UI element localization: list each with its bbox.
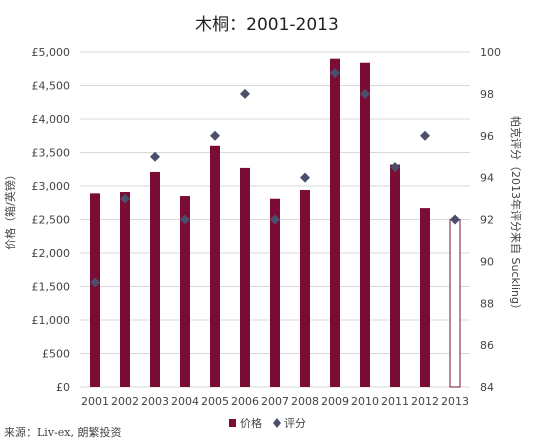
right-tick-label: 92 [480, 214, 494, 227]
x-tick-label: 2012 [411, 395, 439, 408]
x-tick-label: 2008 [291, 395, 319, 408]
x-tick-label: 2006 [231, 395, 259, 408]
score-marker-2011 [390, 162, 400, 173]
left-axis-label: 价格（箱/英镑） [3, 169, 17, 250]
left-axis-ticks: £0 £500 £1,000 £1,500 £2,000 £2,500 £3,000 £3,5… [32, 46, 71, 394]
price-bar-2008 [300, 190, 310, 387]
right-tick-label: 86 [480, 339, 494, 352]
right-axis-ticks: 84 86 88 90 92 94 96 98 100 [480, 46, 501, 394]
chart-title: 木桐：2001-2013 [195, 15, 339, 35]
left-tick-label: £1,000 [32, 314, 71, 327]
x-tick-label: 2009 [321, 395, 349, 408]
x-axis-ticks: 2001 2002 2003 2004 2005 2006 2007 2008 2009 2010… [81, 395, 469, 408]
price-bar-2012 [420, 208, 430, 387]
x-tick-label: 2004 [171, 395, 199, 408]
price-bar-2011 [390, 164, 400, 387]
x-tick-label: 2002 [111, 395, 139, 408]
source-note: 来源：Liv-ex, 朗繁投资 [4, 425, 121, 439]
score-marker-2009 [330, 67, 340, 78]
x-tick-label: 2003 [141, 395, 169, 408]
price-bar-2004 [180, 196, 190, 387]
left-tick-label: £1,500 [32, 281, 71, 294]
right-tick-label: 94 [480, 172, 494, 185]
left-tick-label: £2,500 [32, 214, 71, 227]
score-marker-2008 [300, 172, 310, 183]
legend-score-label: 评分 [284, 417, 306, 430]
score-marker-2005 [210, 130, 220, 141]
price-bar-2007 [270, 198, 280, 387]
right-axis-label: 帕克评分（2013年评分来自 Suckling） [509, 116, 523, 315]
right-tick-label: 84 [480, 381, 494, 394]
price-bar-2009 [330, 58, 340, 387]
right-tick-label: 100 [480, 46, 501, 59]
left-tick-label: £3,500 [32, 147, 71, 160]
right-tick-label: 88 [480, 297, 494, 310]
price-bar-2002 [120, 192, 130, 387]
x-tick-label: 2007 [261, 395, 289, 408]
left-tick-label: £4,500 [32, 80, 71, 93]
score-marker-2003 [150, 151, 160, 162]
score-markers [90, 67, 460, 288]
score-marker-2006 [240, 88, 250, 99]
score-marker-2010 [360, 88, 370, 99]
price-bar-2010 [360, 62, 370, 387]
legend-bar-swatch [229, 419, 236, 427]
score-marker-2002 [120, 193, 130, 204]
score-marker-2012 [420, 130, 430, 141]
left-tick-label: £0 [56, 381, 70, 394]
score-marker-2013 [450, 214, 460, 225]
score-marker-2001 [90, 277, 100, 288]
price-bar-2006 [240, 167, 250, 387]
legend-price-label: 价格 [240, 416, 262, 430]
legend-marker-swatch [273, 418, 281, 428]
right-tick-label: 98 [480, 88, 494, 101]
x-tick-label: 2013 [441, 395, 469, 408]
price-bar-2001 [90, 193, 100, 387]
price-bars [90, 58, 461, 388]
right-tick-label: 90 [480, 255, 494, 268]
left-tick-label: £3,000 [32, 180, 71, 193]
left-tick-label: £5,000 [32, 46, 71, 59]
price-bar-2005 [210, 145, 220, 387]
price-bar-2013 [449, 219, 461, 388]
left-tick-label: £500 [42, 348, 70, 361]
score-marker-2007 [270, 214, 280, 225]
right-tick-label: 96 [480, 130, 494, 143]
x-tick-label: 2001 [81, 395, 109, 408]
left-tick-label: £2,000 [32, 247, 71, 260]
x-tick-label: 2011 [381, 395, 409, 408]
legend: 价格 评分 [229, 416, 306, 430]
price-bar-2003 [150, 171, 160, 387]
left-tick-label: £4,000 [32, 113, 71, 126]
x-tick-label: 2005 [201, 395, 229, 408]
score-marker-2004 [180, 214, 190, 225]
x-tick-label: 2010 [351, 395, 379, 408]
